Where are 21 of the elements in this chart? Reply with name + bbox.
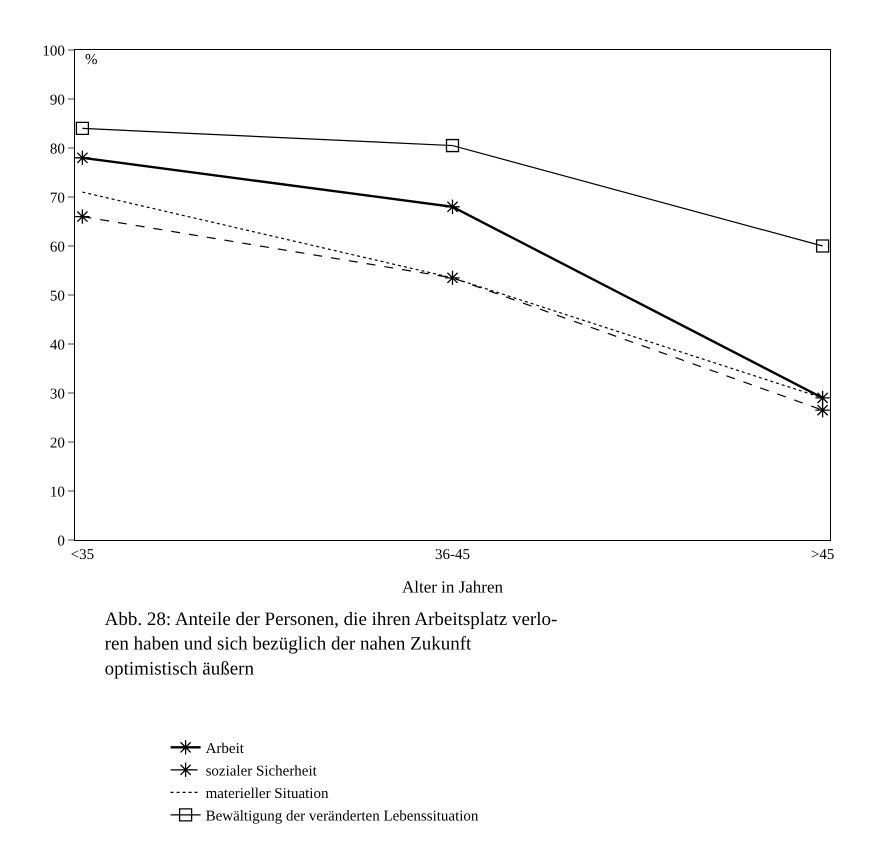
x-axis-title: Alter in Jahren [402,578,504,596]
y-tick-label: 40 [50,337,65,354]
y-axis-title: % [85,52,98,68]
x-tick-label: >45 [810,547,834,564]
x-tick-label: 36-45 [435,547,470,564]
y-tick-label: 80 [50,141,65,158]
y-tick-label: 30 [50,386,65,402]
y-tick-label: 90 [50,92,65,108]
y-tick-label: 10 [50,484,65,500]
y-tick-label: 20 [50,435,65,452]
legend-label: materieller Situation [206,786,329,802]
text: Abb. 28: Anteile der Personen, die ihren Arbeitsplatz verlo- ren haben und sich bezüglich der nahen Zukunft optimistisch äußern [104,608,558,680]
y-tick-label: 100 [42,43,65,60]
y-tick-label: 70 [50,190,65,206]
legend-label: sozialer Sicherheit [206,764,318,780]
legend-label: Bewältigung der veränderten Lebenssituation [206,808,479,825]
x-tick-label: <35 [70,547,94,564]
y-tick-label: 60 [50,239,65,256]
legend-label: Arbeit [206,741,245,758]
y-tick-label: 50 [50,288,65,304]
y-tick-label: 0 [57,533,65,550]
